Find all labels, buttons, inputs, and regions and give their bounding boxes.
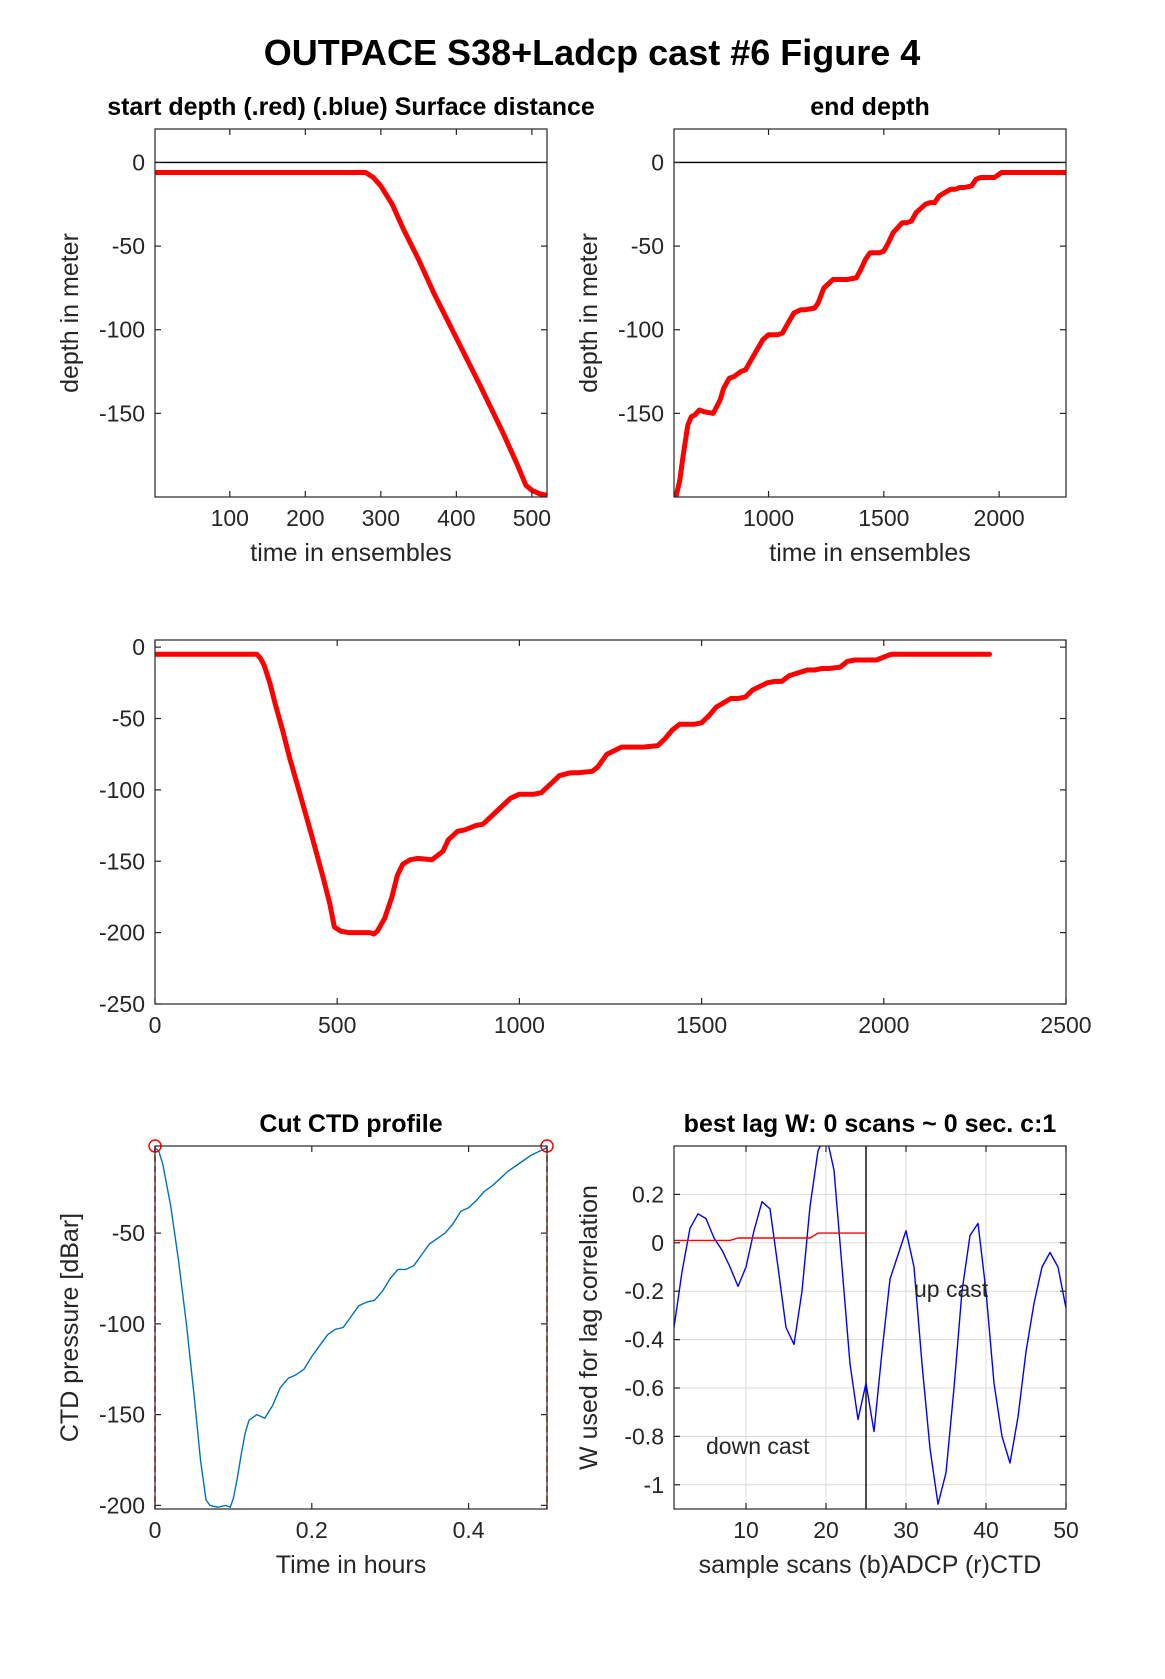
x-axis-label: Time in hours xyxy=(276,1551,427,1579)
y-tick-label: 0 xyxy=(651,1230,664,1256)
x-tick-label: 0.4 xyxy=(453,1517,485,1543)
x-tick-label: 2500 xyxy=(1040,1012,1091,1038)
plot-area xyxy=(155,1146,547,1509)
x-tick-label: 40 xyxy=(973,1517,999,1543)
y-tick-label: -150 xyxy=(99,848,145,874)
y-tick-label: -150 xyxy=(618,400,664,426)
figure-title: OUTPACE S38+Ladcp cast #6 Figure 4 xyxy=(264,32,921,73)
x-tick-label: 500 xyxy=(513,505,551,531)
x-axis-label: sample scans (b)ADCP (r)CTD xyxy=(699,1551,1042,1579)
lag-correlation-axes: 10 20 30 40 50 0.2 0 -0.2 -0.4 -0.6 -0.8 -1 best lag… xyxy=(575,1110,1079,1579)
y-tick-label: -50 xyxy=(112,233,145,259)
y-axis-label: depth in meter xyxy=(56,233,84,393)
y-tick-label: 0 xyxy=(132,634,145,660)
x-axis-label: time in ensembles xyxy=(250,539,451,567)
plot-area xyxy=(674,1146,1066,1509)
x-tick-label: 30 xyxy=(893,1517,919,1543)
y-tick-label: -0.6 xyxy=(624,1375,664,1401)
axes-frame xyxy=(154,639,1067,1005)
x-tick-label: 50 xyxy=(1053,1517,1079,1543)
plot-area xyxy=(155,129,547,497)
x-tick-label: 1500 xyxy=(858,505,909,531)
x-tick-label: 200 xyxy=(286,505,324,531)
plot-area xyxy=(155,640,1066,1004)
axes-frame xyxy=(673,1145,1067,1510)
y-tick-label: -100 xyxy=(99,777,145,803)
chart-title: start depth (.red) (.blue) Surface dista… xyxy=(107,93,595,121)
y-tick-label: -50 xyxy=(631,233,664,259)
y-axis-label: CTD pressure [dBar] xyxy=(56,1213,84,1442)
series-line-1 xyxy=(155,170,547,497)
y-axis-label: depth in meter xyxy=(575,233,603,393)
x-tick-label: 20 xyxy=(813,1517,839,1543)
x-tick-label: 2000 xyxy=(974,505,1025,531)
axes-frame xyxy=(154,1145,548,1510)
x-tick-label: 2000 xyxy=(858,1012,909,1038)
y-tick-label: -0.8 xyxy=(624,1423,664,1449)
y-tick-label: -1 xyxy=(644,1472,664,1498)
end-depth-axes: 1000 1500 2000 0 -50 -100 -150 end depth time in… xyxy=(575,93,1067,567)
series-line-1 xyxy=(674,1146,1066,1505)
x-tick-label: 10 xyxy=(733,1517,759,1543)
y-tick-label: -200 xyxy=(99,1492,145,1518)
plot-area xyxy=(674,129,1066,497)
chart-title: best lag W: 0 scans ~ 0 sec. c:1 xyxy=(684,1110,1057,1138)
y-tick-label: -0.2 xyxy=(624,1278,664,1304)
x-tick-label: 300 xyxy=(362,505,400,531)
x-tick-label: 1000 xyxy=(494,1012,545,1038)
series-line-1 xyxy=(155,651,992,937)
x-tick-label: 500 xyxy=(318,1012,356,1038)
y-tick-label: -100 xyxy=(99,1311,145,1337)
series-line-2 xyxy=(674,1232,867,1242)
y-tick-label: 0 xyxy=(132,149,145,175)
y-tick-label: -0.4 xyxy=(624,1327,664,1353)
y-tick-label: -50 xyxy=(112,1220,145,1246)
start-depth-axes: 100 200 300 400 500 0 -50 -100 -150 start depth (… xyxy=(56,93,595,567)
annotation-label: up cast xyxy=(914,1276,989,1302)
y-tick-label: -100 xyxy=(99,317,145,343)
x-axis-label: time in ensembles xyxy=(769,539,970,567)
axes-frame xyxy=(154,128,548,498)
y-axis-label: W used for lag correlation xyxy=(575,1185,603,1470)
y-tick-label: -250 xyxy=(99,991,145,1017)
x-tick-label: 1500 xyxy=(676,1012,727,1038)
x-tick-label: 0 xyxy=(149,1517,162,1543)
y-tick-label: -50 xyxy=(112,706,145,732)
y-tick-label: 0 xyxy=(651,149,664,175)
annotation-label: down cast xyxy=(706,1433,810,1459)
y-tick-label: -150 xyxy=(99,400,145,426)
y-tick-label: -100 xyxy=(618,317,664,343)
y-tick-label: -200 xyxy=(99,920,145,946)
x-tick-label: 0.2 xyxy=(296,1517,328,1543)
y-tick-label: -150 xyxy=(99,1402,145,1428)
series-line-1 xyxy=(674,170,1066,497)
chart-title: end depth xyxy=(810,93,929,121)
x-tick-label: 400 xyxy=(437,505,475,531)
x-tick-label: 0 xyxy=(149,1012,162,1038)
x-tick-label: 1000 xyxy=(743,505,794,531)
y-tick-label: 0.2 xyxy=(632,1181,664,1207)
x-tick-label: 100 xyxy=(211,505,249,531)
series-line-1 xyxy=(155,1147,547,1508)
full-depth-axes: 0 500 1000 1500 2000 2500 0 -50 -100 -150 -200 -250 xyxy=(99,634,1092,1038)
axes-frame xyxy=(673,128,1067,498)
chart-title: Cut CTD profile xyxy=(259,1110,442,1138)
ctd-profile-axes: 0 0.2 0.4 -50 -100 -150 -200 Cut CTD profile Tim… xyxy=(56,1110,554,1579)
